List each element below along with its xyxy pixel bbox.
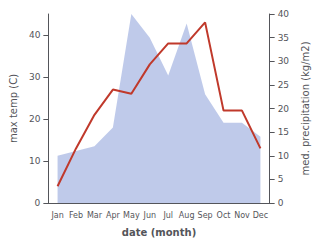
svg-text:0: 0 xyxy=(278,198,284,208)
svg-text:20: 20 xyxy=(29,114,41,124)
svg-text:max temp (C): max temp (C) xyxy=(8,74,19,143)
svg-text:Feb: Feb xyxy=(69,211,83,220)
svg-text:Jan: Jan xyxy=(50,211,63,220)
svg-text:35: 35 xyxy=(278,33,289,43)
svg-text:May: May xyxy=(123,211,140,220)
svg-text:Sep: Sep xyxy=(198,211,213,220)
svg-text:Oct: Oct xyxy=(217,211,231,220)
svg-text:25: 25 xyxy=(278,80,289,90)
svg-text:0: 0 xyxy=(35,198,41,208)
svg-text:10: 10 xyxy=(29,156,41,166)
svg-text:Aug: Aug xyxy=(179,211,195,220)
svg-text:Jul: Jul xyxy=(162,211,173,220)
svg-text:10: 10 xyxy=(278,151,290,161)
svg-text:20: 20 xyxy=(278,104,290,114)
svg-text:Dec: Dec xyxy=(253,211,268,220)
svg-text:Jun: Jun xyxy=(143,211,157,220)
svg-text:Nov: Nov xyxy=(234,211,250,220)
svg-text:Mar: Mar xyxy=(87,211,103,220)
svg-text:5: 5 xyxy=(278,174,284,184)
svg-text:15: 15 xyxy=(278,127,289,137)
svg-text:40: 40 xyxy=(278,9,290,19)
svg-text:med. precipitation (kg/m2): med. precipitation (kg/m2) xyxy=(300,41,311,175)
svg-text:Apr: Apr xyxy=(106,211,121,220)
svg-text:40: 40 xyxy=(29,30,41,40)
svg-text:30: 30 xyxy=(278,56,290,66)
svg-text:date (month): date (month) xyxy=(122,227,196,238)
svg-text:30: 30 xyxy=(29,72,41,82)
